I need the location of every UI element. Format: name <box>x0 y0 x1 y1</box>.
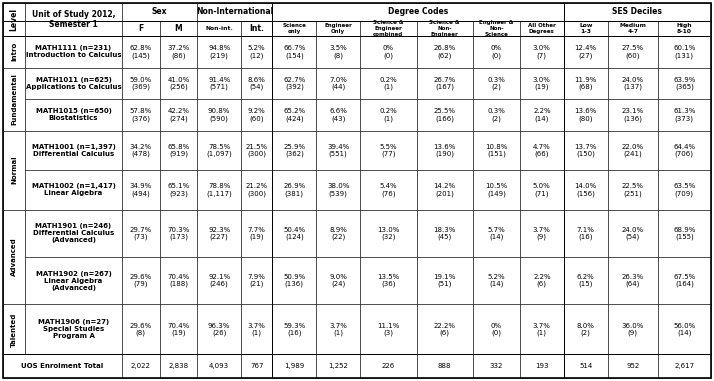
Text: 92.3%
(227): 92.3% (227) <box>208 227 231 240</box>
Text: 5.0%
(71): 5.0% (71) <box>533 183 550 197</box>
Text: 96.3%
(26): 96.3% (26) <box>208 323 231 336</box>
Bar <box>197 67 241 99</box>
Bar <box>658 170 711 210</box>
Bar <box>3 210 25 304</box>
Text: MATH1002 (n=1,417)
Linear Algebra: MATH1002 (n=1,417) Linear Algebra <box>31 183 116 196</box>
Bar <box>25 67 122 99</box>
Text: 63.9%
(365): 63.9% (365) <box>673 77 695 90</box>
Text: 18.3%
(45): 18.3% (45) <box>433 227 456 240</box>
Bar <box>122 36 160 67</box>
Bar <box>122 131 160 170</box>
Bar <box>160 131 197 170</box>
Bar <box>658 99 711 131</box>
Text: MATH1902 (n=267)
Linear Algebra
(Advanced): MATH1902 (n=267) Linear Algebra (Advance… <box>36 271 111 291</box>
Text: 22.5%
(251): 22.5% (251) <box>622 183 644 197</box>
Text: 3.7%
(1): 3.7% (1) <box>248 323 266 336</box>
Text: 65.8%
(919): 65.8% (919) <box>167 144 189 157</box>
Text: 952: 952 <box>626 363 639 369</box>
Bar <box>197 354 241 378</box>
Text: 67.5%
(164): 67.5% (164) <box>673 274 695 287</box>
Bar <box>122 170 160 210</box>
Bar <box>520 257 564 304</box>
Text: 62.7%
(392): 62.7% (392) <box>283 77 306 90</box>
Text: 0%
(0): 0% (0) <box>491 323 502 336</box>
Text: 7.9%
(21): 7.9% (21) <box>248 274 266 287</box>
Text: 39.4%
(551): 39.4% (551) <box>327 144 349 157</box>
Bar <box>564 210 608 257</box>
Bar <box>241 36 273 67</box>
Bar <box>360 21 416 36</box>
Bar <box>197 3 273 21</box>
Text: 9.2%
(60): 9.2% (60) <box>248 108 266 122</box>
Text: 13.5%
(36): 13.5% (36) <box>377 274 399 287</box>
Text: 64.4%
(706): 64.4% (706) <box>673 144 695 157</box>
Text: M: M <box>174 24 182 33</box>
Text: 5.5%
(77): 5.5% (77) <box>380 144 397 157</box>
Bar <box>197 99 241 131</box>
Bar <box>241 257 273 304</box>
Bar <box>416 131 473 170</box>
Bar <box>241 304 273 354</box>
Text: 26.3%
(64): 26.3% (64) <box>622 274 644 287</box>
Bar <box>25 304 122 354</box>
Bar <box>25 210 122 257</box>
Text: 13.6%
(80): 13.6% (80) <box>575 108 597 122</box>
Text: 70.3%
(173): 70.3% (173) <box>167 227 190 240</box>
Text: 60.1%
(131): 60.1% (131) <box>673 45 695 59</box>
Bar <box>608 21 658 36</box>
Bar <box>273 99 316 131</box>
Text: 92.1%
(246): 92.1% (246) <box>208 274 231 287</box>
Bar <box>160 210 197 257</box>
Text: 50.9%
(136): 50.9% (136) <box>283 274 306 287</box>
Text: 38.0%
(539): 38.0% (539) <box>327 183 349 197</box>
Text: 50.4%
(124): 50.4% (124) <box>283 227 306 240</box>
Text: Non-int.: Non-int. <box>205 26 233 31</box>
Bar <box>25 3 122 36</box>
Bar <box>3 67 25 131</box>
Text: 66.7%
(154): 66.7% (154) <box>283 45 306 59</box>
Bar <box>241 99 273 131</box>
Text: 26.9%
(381): 26.9% (381) <box>283 183 306 197</box>
Text: MATH1901 (n=246)
Differential Calculus
(Advanced): MATH1901 (n=246) Differential Calculus (… <box>33 223 114 243</box>
Bar <box>416 99 473 131</box>
Text: 0.2%
(1): 0.2% (1) <box>379 108 397 122</box>
Bar <box>608 354 658 378</box>
Text: 42.2%
(274): 42.2% (274) <box>168 108 189 122</box>
Text: 0%
(0): 0% (0) <box>383 45 394 59</box>
Bar <box>273 354 316 378</box>
Bar <box>473 21 520 36</box>
Text: 3.5%
(8): 3.5% (8) <box>329 45 347 59</box>
Bar <box>122 257 160 304</box>
Bar <box>360 67 416 99</box>
Text: Low
1-3: Low 1-3 <box>579 23 593 34</box>
Bar <box>658 36 711 67</box>
Bar <box>273 67 316 99</box>
Text: 5.7%
(14): 5.7% (14) <box>488 227 506 240</box>
Bar <box>360 354 416 378</box>
Bar <box>473 170 520 210</box>
Text: 36.0%
(9): 36.0% (9) <box>621 323 644 336</box>
Bar <box>473 99 520 131</box>
Text: 11.9%
(68): 11.9% (68) <box>575 77 597 90</box>
Bar <box>564 131 608 170</box>
Text: 767: 767 <box>250 363 263 369</box>
Text: 3.0%
(7): 3.0% (7) <box>533 45 550 59</box>
Text: 21.5%
(300): 21.5% (300) <box>246 144 268 157</box>
Bar <box>122 99 160 131</box>
Text: 10.8%
(151): 10.8% (151) <box>486 144 508 157</box>
Text: 0%
(0): 0% (0) <box>491 45 502 59</box>
Text: 25.9%
(362): 25.9% (362) <box>283 144 306 157</box>
Text: High
8-10: High 8-10 <box>677 23 692 34</box>
Bar <box>316 36 360 67</box>
Bar <box>160 99 197 131</box>
Text: 19.1%
(51): 19.1% (51) <box>433 274 456 287</box>
Text: 29.6%
(8): 29.6% (8) <box>130 323 152 336</box>
Bar <box>658 131 711 170</box>
Text: 63.5%
(709): 63.5% (709) <box>673 183 695 197</box>
Text: 59.3%
(16): 59.3% (16) <box>283 323 306 336</box>
Bar <box>160 21 197 36</box>
Text: Medium
4-7: Medium 4-7 <box>619 23 646 34</box>
Bar <box>25 99 122 131</box>
Bar <box>658 304 711 354</box>
Text: 1,252: 1,252 <box>328 363 348 369</box>
